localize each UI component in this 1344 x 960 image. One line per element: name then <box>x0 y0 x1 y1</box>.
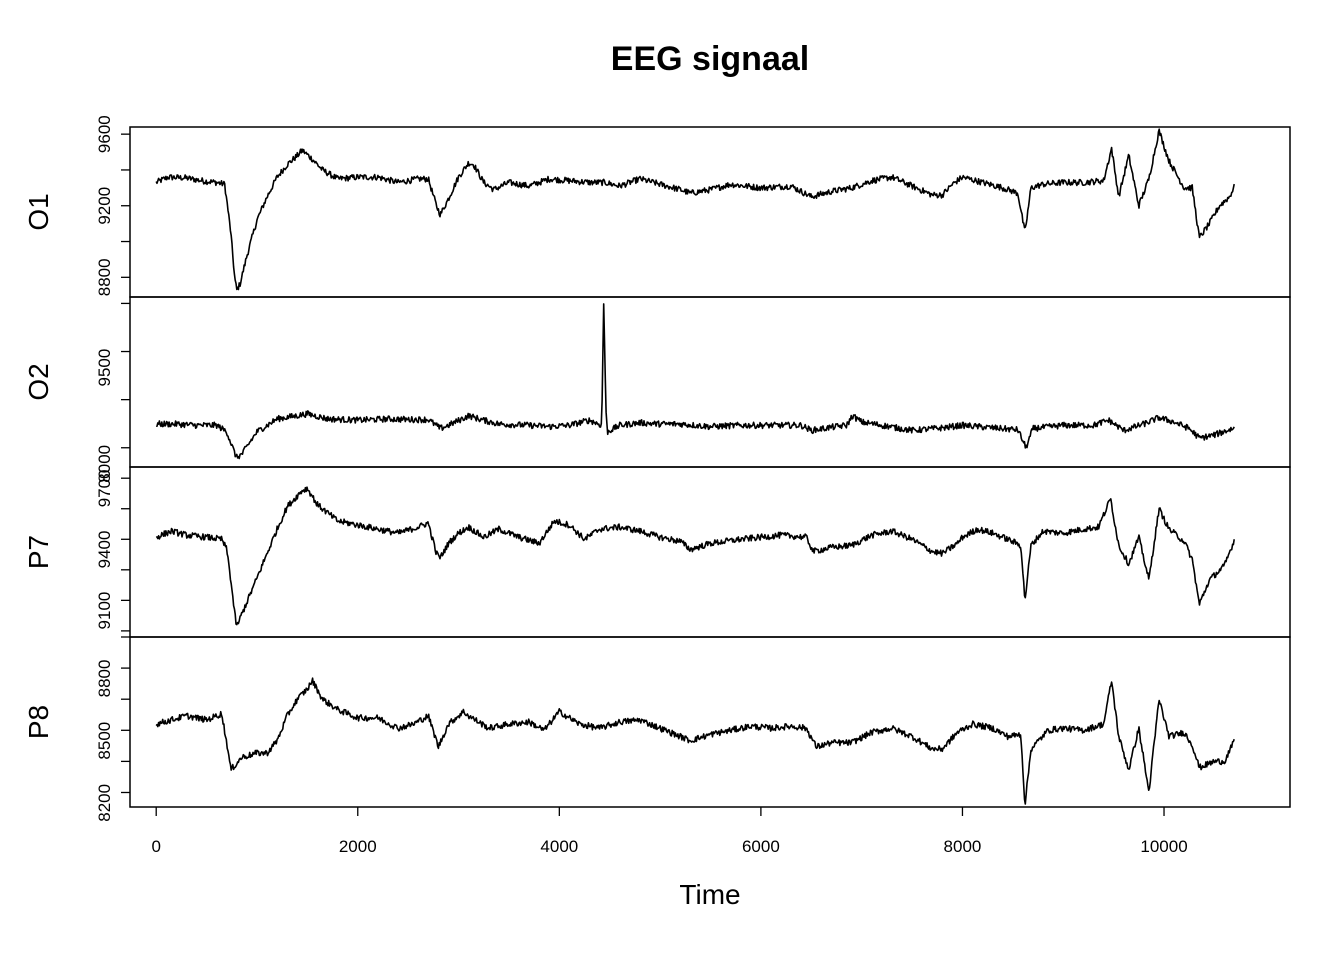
y-tick-label: 8500 <box>95 722 114 760</box>
panel-o1: 8800 9200 9600 O1 <box>23 115 1291 298</box>
x-tick-label: 0 <box>151 837 160 856</box>
y-tick-label: 9600 <box>95 115 114 153</box>
trace-p8 <box>155 677 1235 805</box>
y-tick-label: 9700 <box>95 469 114 507</box>
x-tick-label: 6000 <box>742 837 780 856</box>
chart-title: EEG signaal <box>611 40 809 78</box>
x-tick-label: 8000 <box>944 837 982 856</box>
y-tick-label: 9400 <box>95 531 114 569</box>
trace-o1 <box>155 128 1235 291</box>
x-axis: 0 2000 4000 6000 8000 10000 <box>151 807 1188 856</box>
panel-p7: 9100 9400 9700 P7 <box>23 466 1291 638</box>
y-tick-label: 8000 <box>95 445 114 483</box>
panel-label-p8: P8 <box>23 705 54 739</box>
panel-frame <box>129 296 1291 468</box>
y-tick-label: 9500 <box>95 349 114 387</box>
trace-o2 <box>155 303 1235 460</box>
y-tick-label: 8800 <box>95 660 114 698</box>
x-tick-label: 10000 <box>1140 837 1187 856</box>
y-tick-label: 8200 <box>95 784 114 822</box>
panels: 8800 9200 9600 O1 8000 9500 O2 9100 9400 9700 P7 82… <box>23 115 1291 822</box>
x-axis-label: Time <box>679 879 740 910</box>
panel-o2: 8000 9500 O2 <box>23 296 1291 483</box>
panel-p8: 8200 8500 8800 P8 <box>23 636 1291 822</box>
x-tick-label: 4000 <box>540 837 578 856</box>
trace-p7 <box>155 486 1235 626</box>
panel-frame <box>129 636 1291 808</box>
panel-label-p7: P7 <box>23 535 54 569</box>
y-tick-label: 9200 <box>95 187 114 225</box>
y-tick-label: 9100 <box>95 592 114 630</box>
x-tick-label: 2000 <box>339 837 377 856</box>
panel-label-o1: O1 <box>23 193 54 230</box>
panel-label-o2: O2 <box>23 363 54 400</box>
y-tick-label: 8800 <box>95 258 114 296</box>
